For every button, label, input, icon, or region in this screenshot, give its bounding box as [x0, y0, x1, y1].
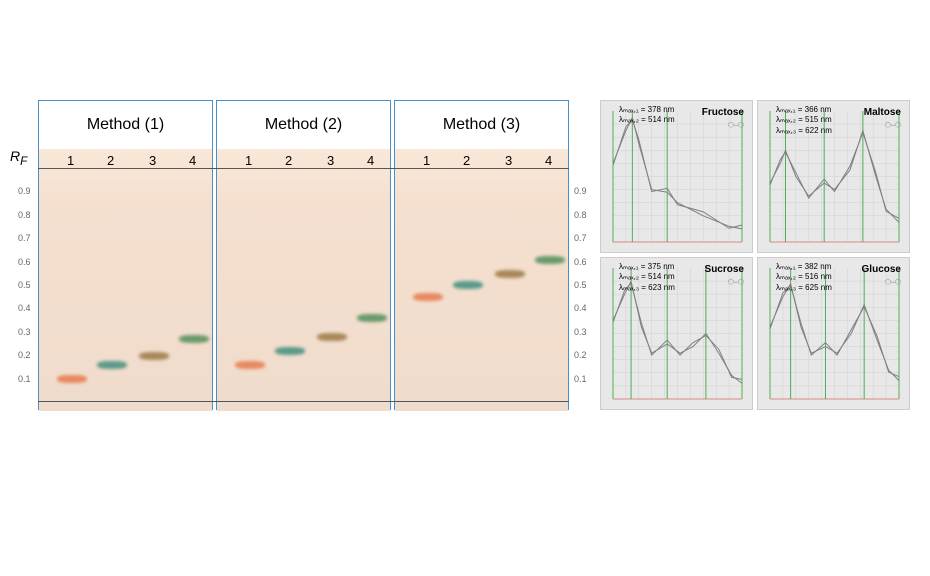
tlc-method-panel: Method (2) 1 2 3 4	[216, 100, 391, 410]
axis-tick-label: 0.9	[18, 186, 31, 196]
spectrum-lambda-labels: λₘₐₓ,₁ = 366 nmλₘₐₓ,₂ = 515 nmλₘₐₓ,₃ = 6…	[776, 105, 832, 136]
tlc-band	[179, 335, 209, 343]
method-title: Method (1)	[39, 101, 212, 149]
tlc-band	[235, 361, 265, 369]
axis-tick-label: 0.5	[574, 280, 587, 290]
tlc-band	[495, 270, 525, 278]
tlc-topline	[38, 168, 569, 169]
lane-number: 2	[107, 153, 114, 168]
lane-number: 4	[545, 153, 552, 168]
axis-tick-label: 0.3	[574, 327, 587, 337]
spectrum-title: Glucose	[862, 264, 901, 275]
lane-number: 3	[327, 153, 334, 168]
lane-number: 3	[505, 153, 512, 168]
tlc-band	[357, 314, 387, 322]
molecular-structure-icon: ⬡–⬡	[728, 121, 744, 129]
tlc-band	[139, 352, 169, 360]
axis-tick-label: 0.3	[18, 327, 31, 337]
axis-tick-label: 0.2	[574, 350, 587, 360]
spectra-grid: Fructose λₘₐₓ,₁ = 378 nmλₘₐₓ,₂ = 514 nm ⬡–…	[600, 100, 910, 410]
lane-number: 4	[189, 153, 196, 168]
spectrum-lambda-labels: λₘₐₓ,₁ = 375 nmλₘₐₓ,₂ = 514 nmλₘₐₓ,₃ = 6…	[619, 262, 675, 293]
tlc-band	[275, 347, 305, 355]
axis-tick-label: 0.2	[18, 350, 31, 360]
tlc-band	[535, 256, 565, 264]
tlc-band	[453, 281, 483, 289]
axis-tick-label: 0.6	[574, 257, 587, 267]
lane-number: 2	[285, 153, 292, 168]
spectrum-panel: Maltose λₘₐₓ,₁ = 366 nmλₘₐₓ,₂ = 515 nmλₘₐ…	[757, 100, 910, 253]
lane-number: 1	[245, 153, 252, 168]
axis-tick-label: 0.4	[574, 303, 587, 313]
lane-number: 1	[67, 153, 74, 168]
lane-number: 3	[149, 153, 156, 168]
tlc-lanes-body: 1 2 3 4	[39, 149, 212, 411]
axis-tick-label: 0.1	[18, 374, 31, 384]
method-title: Method (3)	[395, 101, 568, 149]
axis-tick-label: 0.6	[18, 257, 31, 267]
axis-tick-label: 0.7	[574, 233, 587, 243]
tlc-method-panel: Method (3) 1 2 3 4	[394, 100, 569, 410]
axis-tick-label: 0.1	[574, 374, 587, 384]
spectrum-panel: Glucose λₘₐₓ,₁ = 382 nmλₘₐₓ,₂ = 516 nmλₘₐ…	[757, 257, 910, 410]
axis-tick-label: 0.7	[18, 233, 31, 243]
tlc-band	[317, 333, 347, 341]
spectrum-title: Maltose	[864, 107, 901, 118]
lane-number: 1	[423, 153, 430, 168]
tlc-lanes-body: 1 2 3 4	[217, 149, 390, 411]
axis-tick-label: 0.8	[574, 210, 587, 220]
tlc-band	[97, 361, 127, 369]
spectrum-panel: Fructose λₘₐₓ,₁ = 378 nmλₘₐₓ,₂ = 514 nm ⬡–…	[600, 100, 753, 253]
spectrum-title: Fructose	[702, 107, 744, 118]
molecular-structure-icon: ⬡–⬡	[728, 278, 744, 286]
axis-tick-label: 0.9	[574, 186, 587, 196]
spectrum-lambda-labels: λₘₐₓ,₁ = 378 nmλₘₐₓ,₂ = 514 nm	[619, 105, 675, 126]
spectrum-panel: Sucrose λₘₐₓ,₁ = 375 nmλₘₐₓ,₂ = 514 nmλₘₐ…	[600, 257, 753, 410]
figure-container: RF 0.10.20.30.40.50.60.70.80.9 0.10.20.3…	[30, 100, 910, 410]
tlc-band	[413, 293, 443, 301]
lane-number: 2	[463, 153, 470, 168]
axis-tick-label: 0.5	[18, 280, 31, 290]
axis-tick-label: 0.8	[18, 210, 31, 220]
spectrum-title: Sucrose	[705, 264, 744, 275]
tlc-plate: RF 0.10.20.30.40.50.60.70.80.9 0.10.20.3…	[30, 100, 580, 410]
tlc-baseline	[38, 401, 569, 402]
axis-tick-label: 0.4	[18, 303, 31, 313]
molecular-structure-icon: ⬡–⬡	[885, 278, 901, 286]
tlc-lanes-body: 1 2 3 4	[395, 149, 568, 411]
molecular-structure-icon: ⬡–⬡	[885, 121, 901, 129]
rf-axis-label: RF	[10, 148, 27, 168]
tlc-band	[57, 375, 87, 383]
lane-number: 4	[367, 153, 374, 168]
method-title: Method (2)	[217, 101, 390, 149]
tlc-method-panel: Method (1) 1 2 3 4	[38, 100, 213, 410]
spectrum-lambda-labels: λₘₐₓ,₁ = 382 nmλₘₐₓ,₂ = 516 nmλₘₐₓ,₃ = 6…	[776, 262, 832, 293]
